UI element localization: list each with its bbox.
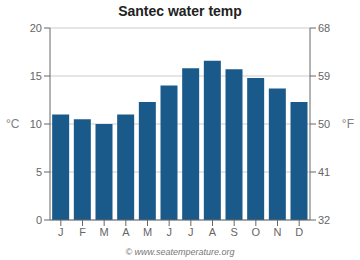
svg-text:J: J <box>188 226 194 238</box>
svg-text:S: S <box>230 226 237 238</box>
svg-text:59: 59 <box>318 70 330 82</box>
svg-text:F: F <box>79 226 86 238</box>
svg-text:5: 5 <box>36 166 42 178</box>
svg-text:50: 50 <box>318 118 330 130</box>
svg-text:°C: °C <box>8 117 20 131</box>
html-text:© www.seatemperature.org: © www.seatemperature.org <box>125 247 235 257</box>
html-text:Santec water temp: Santec water temp <box>118 3 242 19</box>
svg-text:32: 32 <box>318 214 330 226</box>
svg-text:D: D <box>295 226 303 238</box>
svg-text:15: 15 <box>30 70 42 82</box>
svg-text:°F: °F <box>342 117 352 131</box>
svg-text:M: M <box>100 226 109 238</box>
svg-text:J: J <box>166 226 172 238</box>
svg-text:0: 0 <box>36 214 42 226</box>
svg-text:41: 41 <box>318 166 330 178</box>
svg-text:A: A <box>122 226 130 238</box>
svg-text:10: 10 <box>30 118 42 130</box>
svg-text:J: J <box>58 226 64 238</box>
svg-text:N: N <box>274 226 282 238</box>
svg-text:A: A <box>209 226 217 238</box>
svg-text:O: O <box>252 226 261 238</box>
svg-text:68: 68 <box>318 22 330 34</box>
svg-text:20: 20 <box>30 22 42 34</box>
svg-text:M: M <box>143 226 152 238</box>
